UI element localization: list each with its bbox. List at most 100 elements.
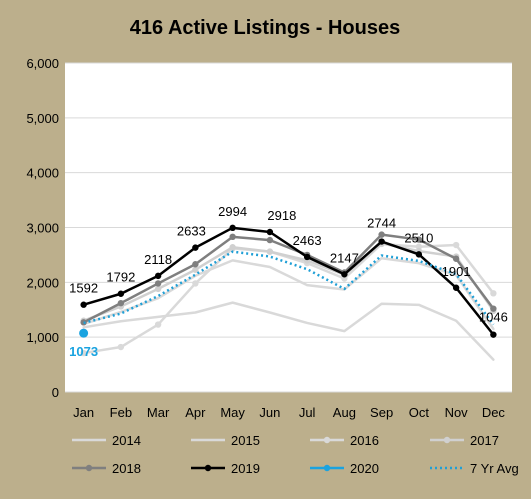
series-line-2018 bbox=[82, 233, 495, 324]
series-lines bbox=[79, 224, 497, 361]
data-label-2019: 2744 bbox=[367, 216, 396, 231]
point-2018 bbox=[117, 299, 125, 307]
y-tick-label: 5,000 bbox=[26, 111, 59, 126]
y-tick-label: 1,000 bbox=[26, 330, 59, 345]
point-2019 bbox=[415, 251, 423, 258]
series-line-2014 bbox=[82, 301, 495, 361]
series-line-2015 bbox=[82, 256, 495, 331]
point-2018 bbox=[154, 280, 162, 287]
chart-title: 416 Active Listings - Houses bbox=[130, 17, 400, 39]
gridlines bbox=[65, 62, 512, 393]
point-2019 bbox=[154, 272, 162, 280]
point-2018 bbox=[192, 261, 199, 268]
point-2017 bbox=[154, 285, 162, 293]
x-tick-label: Oct bbox=[409, 405, 430, 420]
x-tick-label: Aug bbox=[333, 405, 356, 420]
point-2018 bbox=[378, 231, 385, 238]
data-labels: 1592 1792 2118 2633 2994 2918 2463 2147 2744 2510… bbox=[69, 204, 508, 359]
data-label-2019: 2633 bbox=[177, 224, 206, 239]
legend-item-2018: 2018 bbox=[72, 461, 141, 476]
series-2014 bbox=[82, 301, 495, 361]
legend-label: 2014 bbox=[112, 433, 141, 448]
series-2018 bbox=[80, 231, 497, 326]
x-tick-label: Mar bbox=[147, 405, 170, 420]
y-tick-label: 6,000 bbox=[26, 56, 59, 71]
x-tick-label: Sep bbox=[370, 405, 393, 420]
y-tick-label: 0 bbox=[52, 385, 59, 400]
legend-label: 2016 bbox=[350, 433, 379, 448]
point-2016 bbox=[154, 321, 162, 328]
y-tick-label: 4,000 bbox=[26, 166, 59, 181]
legend-item-2014: 2014 bbox=[72, 433, 141, 448]
point-2020 bbox=[79, 328, 89, 338]
y-tick-label: 2,000 bbox=[26, 275, 59, 290]
point-2017 bbox=[192, 266, 199, 273]
point-2019 bbox=[266, 228, 274, 236]
point-2018 bbox=[415, 236, 423, 243]
point-2017 bbox=[266, 248, 274, 255]
x-tick-label: Jul bbox=[299, 405, 316, 420]
point-2016 bbox=[452, 241, 460, 249]
legend: 2014 2015 2016 2017 2018 2019 2020 7 Yr Avg bbox=[72, 433, 519, 476]
x-tick-label: Jun bbox=[259, 405, 280, 420]
x-tick-label: Feb bbox=[110, 405, 132, 420]
legend-item-2017: 2017 bbox=[430, 433, 499, 448]
point-2019 bbox=[192, 244, 199, 251]
point-2019 bbox=[303, 253, 311, 261]
series-line-2016 bbox=[82, 242, 495, 355]
legend-marker bbox=[443, 436, 451, 444]
data-label-2019: 2147 bbox=[330, 250, 359, 265]
series-2019 bbox=[80, 224, 497, 338]
legend-marker bbox=[204, 464, 212, 472]
data-label-2019: 1046 bbox=[479, 310, 508, 325]
legend-item-2020: 2020 bbox=[310, 461, 379, 476]
legend-marker bbox=[85, 464, 93, 472]
x-axis-ticks: Jan Feb Mar Apr May Jun Jul Aug Sep Oct Nov Dec bbox=[73, 405, 505, 420]
series-2020 bbox=[79, 328, 89, 338]
data-label-2019: 2463 bbox=[293, 233, 322, 248]
legend-label: 7 Yr Avg bbox=[470, 461, 519, 476]
point-2019 bbox=[80, 301, 87, 308]
point-2016 bbox=[80, 349, 87, 357]
legend-label: 2020 bbox=[350, 461, 379, 476]
legend-label: 2017 bbox=[470, 433, 499, 448]
legend-marker bbox=[323, 436, 331, 444]
x-tick-label: Jan bbox=[73, 405, 94, 420]
x-tick-label: Nov bbox=[445, 405, 469, 420]
point-2016 bbox=[490, 290, 497, 297]
y-axis-ticks: 0 1,000 2,000 3,000 4,000 5,000 6,000 bbox=[26, 56, 59, 400]
x-tick-label: Dec bbox=[482, 405, 506, 420]
data-label-2019: 1901 bbox=[442, 264, 471, 279]
data-label-2019: 1792 bbox=[106, 270, 135, 285]
series-2015 bbox=[82, 256, 495, 331]
series-line-2017 bbox=[82, 242, 495, 322]
legend-item-2015: 2015 bbox=[191, 433, 260, 448]
point-2019 bbox=[117, 290, 125, 297]
point-2016 bbox=[415, 243, 423, 250]
point-2017 bbox=[229, 244, 236, 251]
point-2019 bbox=[378, 238, 385, 245]
legend-marker bbox=[323, 464, 331, 472]
point-2019 bbox=[452, 284, 460, 291]
x-tick-label: Apr bbox=[185, 405, 206, 420]
point-2019 bbox=[341, 271, 348, 278]
legend-label: 2018 bbox=[112, 461, 141, 476]
data-label-2019: 2918 bbox=[267, 208, 296, 223]
series-line-2019 bbox=[82, 226, 495, 336]
point-2018 bbox=[452, 255, 460, 262]
legend-item-7-yr-avg: 7 Yr Avg bbox=[430, 461, 519, 476]
point-2019 bbox=[490, 331, 497, 338]
point-2016 bbox=[192, 280, 199, 287]
point-2018 bbox=[229, 233, 236, 241]
point-2018 bbox=[266, 236, 274, 244]
point-2019 bbox=[229, 224, 236, 232]
y-tick-label: 3,000 bbox=[26, 221, 59, 236]
legend-item-2016: 2016 bbox=[310, 433, 379, 448]
point-2018 bbox=[490, 305, 497, 312]
data-label-2020: 1073 bbox=[69, 344, 98, 359]
legend-label: 2019 bbox=[231, 461, 260, 476]
point-2016 bbox=[117, 343, 125, 351]
data-label-2019: 1592 bbox=[69, 281, 98, 296]
data-label-2019: 2118 bbox=[144, 252, 172, 267]
